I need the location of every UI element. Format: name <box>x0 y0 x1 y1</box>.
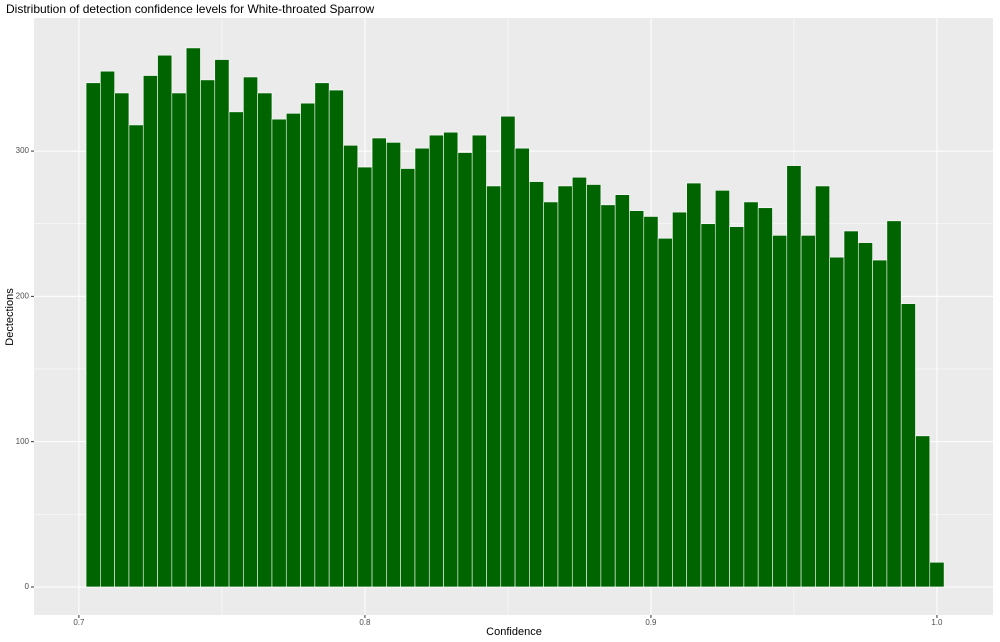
bar <box>314 82 330 588</box>
y-tick-label: 200 <box>16 291 30 300</box>
y-tick-label: 100 <box>16 437 30 446</box>
bar <box>343 144 359 588</box>
bar <box>900 303 916 588</box>
bar <box>714 190 730 588</box>
bar <box>457 152 473 588</box>
bar <box>443 131 459 588</box>
bar <box>915 435 931 588</box>
x-tick-label: 0.8 <box>359 618 371 627</box>
x-axis-title: Confidence <box>486 626 542 638</box>
x-tick-label: 1.0 <box>931 618 943 627</box>
bar <box>843 230 859 588</box>
bar <box>114 92 130 588</box>
bar <box>142 75 158 588</box>
bar <box>700 223 716 588</box>
bar <box>328 89 344 588</box>
bar <box>529 181 544 588</box>
bar <box>543 201 559 588</box>
bar <box>400 168 416 588</box>
bar <box>514 147 530 588</box>
bar <box>672 211 687 588</box>
bar <box>85 82 101 588</box>
bar <box>800 235 816 588</box>
bar <box>929 561 945 588</box>
bar <box>886 220 902 588</box>
bar <box>271 118 287 588</box>
bar <box>471 134 487 588</box>
bar <box>772 235 788 588</box>
bar <box>371 137 387 588</box>
y-tick-label: 0 <box>25 582 30 591</box>
bar <box>571 176 587 588</box>
bar <box>428 134 444 588</box>
bar <box>100 70 115 588</box>
bar <box>786 165 802 588</box>
bar <box>414 147 430 588</box>
bar <box>200 79 216 588</box>
bar <box>686 182 702 588</box>
bar <box>857 242 873 588</box>
y-tick-label: 300 <box>16 146 30 155</box>
bar <box>257 92 273 588</box>
bar <box>586 184 602 588</box>
bar <box>157 54 173 588</box>
bar <box>729 226 745 588</box>
bar <box>285 113 301 588</box>
bar <box>228 111 244 588</box>
chart-title: Distribution of detection confidence lev… <box>6 2 375 16</box>
bar <box>357 166 373 588</box>
bar <box>171 92 187 588</box>
x-tick-label: 0.7 <box>73 618 85 627</box>
bar <box>743 201 759 588</box>
bar <box>500 115 516 588</box>
bar <box>486 185 502 588</box>
bar <box>386 142 401 588</box>
bar <box>614 194 630 588</box>
bar <box>815 185 830 588</box>
x-tick-label: 0.9 <box>645 618 657 627</box>
bar <box>300 102 316 588</box>
bar <box>872 259 888 588</box>
bar <box>185 47 201 588</box>
bar <box>757 207 773 588</box>
bar <box>128 124 144 588</box>
bar <box>557 185 573 588</box>
y-axis-title: Dectections <box>4 288 16 346</box>
bar <box>643 216 659 588</box>
bar <box>629 210 645 588</box>
bars <box>85 47 945 588</box>
bar <box>657 237 673 588</box>
bar <box>829 256 845 588</box>
bar <box>243 76 258 588</box>
bar <box>600 204 616 588</box>
bar <box>214 59 230 588</box>
